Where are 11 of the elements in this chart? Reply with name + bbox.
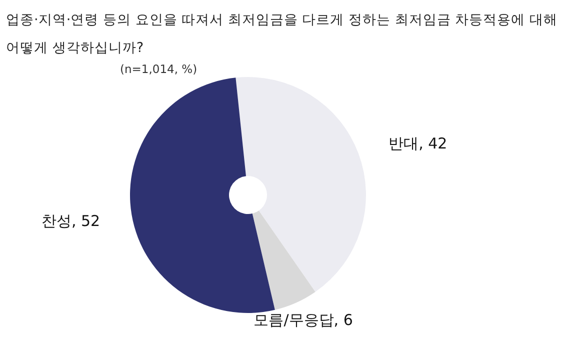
data-label: , 42 bbox=[418, 134, 448, 153]
data-label: , 52 bbox=[71, 212, 100, 230]
slice-label: 찬성 bbox=[41, 212, 72, 230]
slice-label: 반대 bbox=[388, 134, 419, 153]
slice-label: 모름/무응답 bbox=[254, 311, 334, 330]
chart-subtitle: (n=1,014, %) bbox=[120, 62, 198, 76]
donut-slice bbox=[130, 78, 275, 313]
donut-slice bbox=[236, 77, 366, 292]
chart-title: 업종·지역·연령 등의 요인을 따져서 최저임금을 다르게 정하는 최저임금 차등적용에 대해 어떻게 생각하십니까? bbox=[6, 11, 559, 58]
data-label: , 6 bbox=[334, 311, 353, 330]
donut-slice bbox=[252, 210, 316, 310]
